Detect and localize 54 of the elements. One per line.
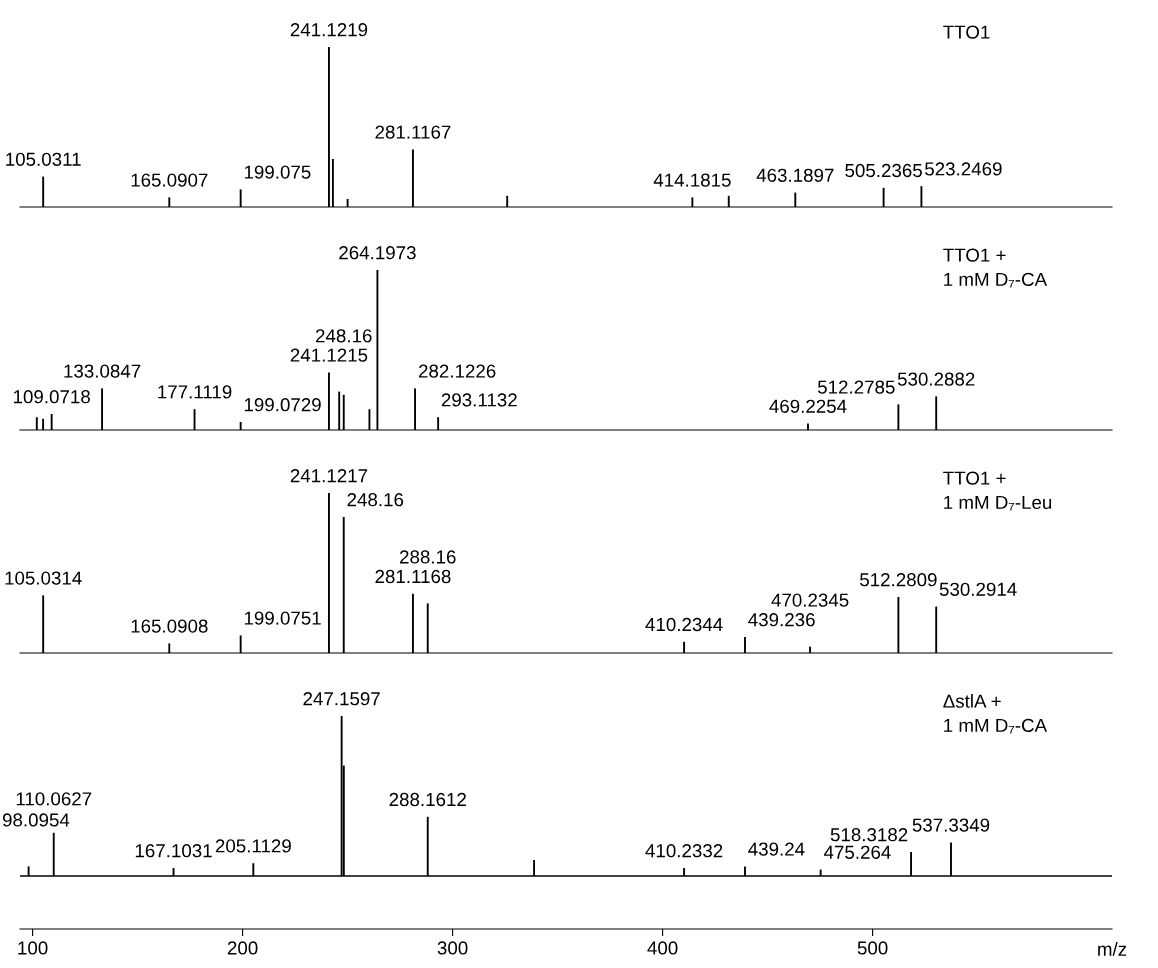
annotation: 241.1217 (290, 469, 368, 483)
x-tick-label: 200 (227, 941, 258, 955)
annotation: 530.2914 (939, 582, 1017, 596)
annotation: 475.264 (823, 845, 891, 859)
x-tick-label: 100 (18, 941, 48, 955)
annotation: 241.1215 (290, 348, 368, 362)
annotation: 165.0908 (131, 619, 208, 633)
annotation: 199.075 (244, 165, 311, 179)
annotation: 248.16 (347, 493, 404, 507)
x-axis-title: m/z (1098, 942, 1127, 956)
annotation: 241.1219 (290, 23, 368, 37)
annotation: 205.1129 (215, 839, 291, 853)
annotation: 414.1815 (653, 173, 731, 187)
annotation: 199.0729 (244, 398, 321, 412)
annotation: 439.236 (748, 613, 815, 627)
annotation: 518.3182 (830, 828, 908, 842)
annotation: 410.2344 (645, 617, 723, 632)
x-tick-label: 300 (437, 941, 468, 955)
annotation: 177.1119 (158, 385, 232, 399)
chart-title: TTO1 + 1 mM D₇-Leu (943, 471, 1052, 511)
chart-title: ΔstlA + 1 mM D₇-CA (943, 694, 1048, 734)
annotation: 530.2882 (897, 372, 975, 386)
annotation: 199.0751 (244, 611, 321, 625)
annotation: 469.2254 (769, 399, 847, 413)
annotation: 105.0311 (6, 152, 81, 166)
chart-title: TTO1 (943, 25, 990, 39)
annotation: 110.0627 (16, 792, 92, 806)
annotation: 167.1031 (135, 844, 212, 858)
annotation: 109.0718 (13, 390, 90, 404)
annotation: 247.1597 (303, 692, 380, 706)
x-tick-label: 400 (647, 941, 678, 955)
annotation: 288.1612 (389, 792, 466, 807)
annotation: 512.2785 (817, 380, 895, 394)
annotation: 288.16 (400, 550, 456, 564)
annotation: 439.24 (748, 842, 805, 856)
annotation: 282.1226 (418, 364, 496, 378)
x-tick-label: 500 (857, 941, 888, 955)
annotation: 133.0847 (64, 364, 141, 378)
annotation: 264.1973 (339, 246, 416, 260)
annotation: 410.2332 (645, 844, 723, 858)
annotation: 293.1132 (441, 393, 517, 407)
annotation: 248.16 (316, 329, 372, 343)
annotation: 512.2809 (860, 573, 937, 587)
annotation: 537.3349 (912, 818, 990, 832)
annotation: 505.2365 (845, 163, 922, 178)
annotation: 281.1167 (375, 125, 451, 139)
chart-title: TTO1 + 1 mM D₇-CA (943, 248, 1048, 288)
annotation: 463.1897 (756, 168, 834, 182)
annotation: 98.0954 (2, 813, 70, 827)
annotation: 281.1168 (375, 569, 451, 584)
annotation: 470.2345 (771, 593, 849, 607)
annotation: 523.2469 (925, 162, 1002, 176)
annotation: 105.0314 (5, 571, 82, 585)
annotation: 165.0907 (131, 173, 208, 187)
